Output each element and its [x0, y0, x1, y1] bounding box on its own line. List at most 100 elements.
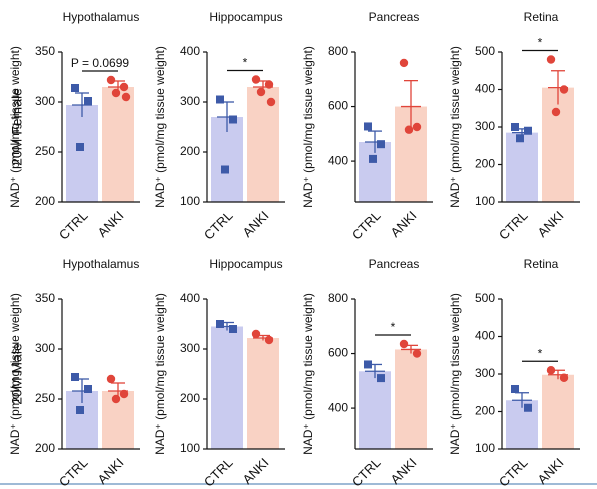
- y-tick-label: 250: [35, 391, 55, 405]
- data-point: [364, 360, 372, 369]
- data-point: [404, 125, 414, 134]
- row-label: 20M Male: [9, 343, 25, 405]
- y-tick-label: 300: [35, 94, 55, 108]
- y-tick-label: 100: [180, 194, 200, 208]
- y-tick-label: 300: [475, 366, 495, 380]
- data-point: [516, 134, 524, 143]
- data-point: [216, 320, 224, 328]
- y-axis-label: NAD⁺ (pmol/mg tissue weight): [448, 293, 462, 455]
- bar: [542, 374, 574, 449]
- y-tick-label: 500: [475, 291, 495, 305]
- y-tick-label: 350: [35, 44, 55, 58]
- y-axis-label: NAD⁺ (pmol/mg tissue weight): [153, 293, 167, 455]
- data-point: [251, 75, 261, 84]
- data-point: [119, 82, 129, 92]
- y-tick-label: 200: [180, 144, 200, 158]
- data-point: [111, 394, 121, 404]
- y-tick-label: 400: [328, 153, 348, 167]
- y-tick-label: 400: [180, 291, 200, 305]
- data-point: [71, 373, 79, 381]
- y-tick-label: 200: [180, 391, 200, 405]
- data-point: [559, 373, 569, 382]
- y-tick-label: 250: [35, 144, 55, 158]
- y-tick-label: 600: [328, 346, 348, 360]
- data-point: [119, 389, 129, 399]
- data-point: [546, 55, 556, 64]
- data-point: [216, 95, 224, 104]
- y-tick-label: 500: [475, 44, 495, 58]
- y-axis-label: NAD⁺ (pmol/mg tissue weight): [153, 46, 167, 208]
- bar: [395, 349, 427, 449]
- panel-title: Retina: [524, 10, 559, 24]
- panel-title: Hippocampus: [209, 10, 282, 24]
- panel-title: Hypothalamus: [63, 10, 140, 24]
- data-point: [264, 80, 274, 89]
- bar: [506, 400, 538, 449]
- panel-title: Pancreas: [369, 257, 420, 271]
- bar: [66, 105, 98, 202]
- bar: [542, 87, 574, 202]
- y-tick-label: 350: [35, 291, 55, 305]
- data-point: [71, 84, 79, 92]
- panel-title: Hippocampus: [209, 257, 282, 271]
- significance-label: *: [391, 320, 396, 334]
- data-point: [377, 374, 385, 383]
- y-tick-label: 400: [180, 44, 200, 58]
- y-axis-label: NAD⁺ (pmol/mg tissue weight): [8, 293, 22, 455]
- y-axis-label: NAD⁺ (pmol/mg tissue weight): [8, 46, 22, 208]
- y-tick-label: 300: [35, 341, 55, 355]
- data-point: [524, 126, 532, 135]
- bar: [506, 132, 538, 202]
- panel-title: Pancreas: [369, 10, 420, 24]
- data-point: [251, 329, 261, 339]
- data-point: [106, 75, 116, 85]
- bar: [102, 87, 134, 202]
- bar: [247, 338, 279, 449]
- y-tick-label: 800: [328, 44, 348, 58]
- data-point: [106, 374, 116, 384]
- data-point: [412, 122, 422, 132]
- y-tick-label: 400: [475, 329, 495, 343]
- data-point: [524, 403, 532, 412]
- row-label: 20M Female: [9, 88, 25, 166]
- y-axis-label: NAD⁺ (pmol/mg tissue weight): [301, 46, 315, 208]
- data-point: [551, 107, 561, 117]
- data-point: [229, 325, 237, 333]
- data-point: [364, 122, 372, 131]
- data-point: [369, 154, 377, 163]
- data-point: [121, 92, 131, 102]
- y-tick-label: 200: [35, 194, 55, 208]
- y-tick-label: 100: [180, 441, 200, 455]
- y-tick-label: 800: [328, 291, 348, 305]
- data-point: [229, 115, 237, 124]
- data-point: [256, 87, 266, 97]
- y-tick-label: 600: [328, 99, 348, 113]
- data-point: [76, 143, 84, 151]
- data-point: [511, 385, 519, 393]
- y-tick-label: 300: [475, 119, 495, 133]
- y-tick-label: 300: [180, 341, 200, 355]
- data-point: [399, 58, 409, 68]
- y-tick-label: 200: [475, 157, 495, 171]
- y-tick-label: 300: [180, 94, 200, 108]
- data-point: [221, 165, 229, 174]
- bar: [247, 87, 279, 202]
- data-point: [266, 97, 276, 107]
- data-point: [76, 406, 84, 414]
- data-point: [84, 385, 92, 393]
- data-point: [264, 335, 274, 345]
- significance-label: *: [243, 56, 248, 70]
- data-point: [84, 97, 92, 105]
- bar: [359, 371, 391, 449]
- data-point: [559, 85, 569, 94]
- y-tick-label: 400: [475, 82, 495, 96]
- data-point: [511, 123, 519, 131]
- y-axis-label: NAD⁺ (pmol/mg tissue weight): [448, 46, 462, 208]
- bar: [211, 326, 243, 449]
- data-point: [412, 349, 422, 358]
- significance-label: *: [538, 36, 543, 50]
- y-tick-label: 200: [475, 404, 495, 418]
- data-point: [111, 88, 121, 98]
